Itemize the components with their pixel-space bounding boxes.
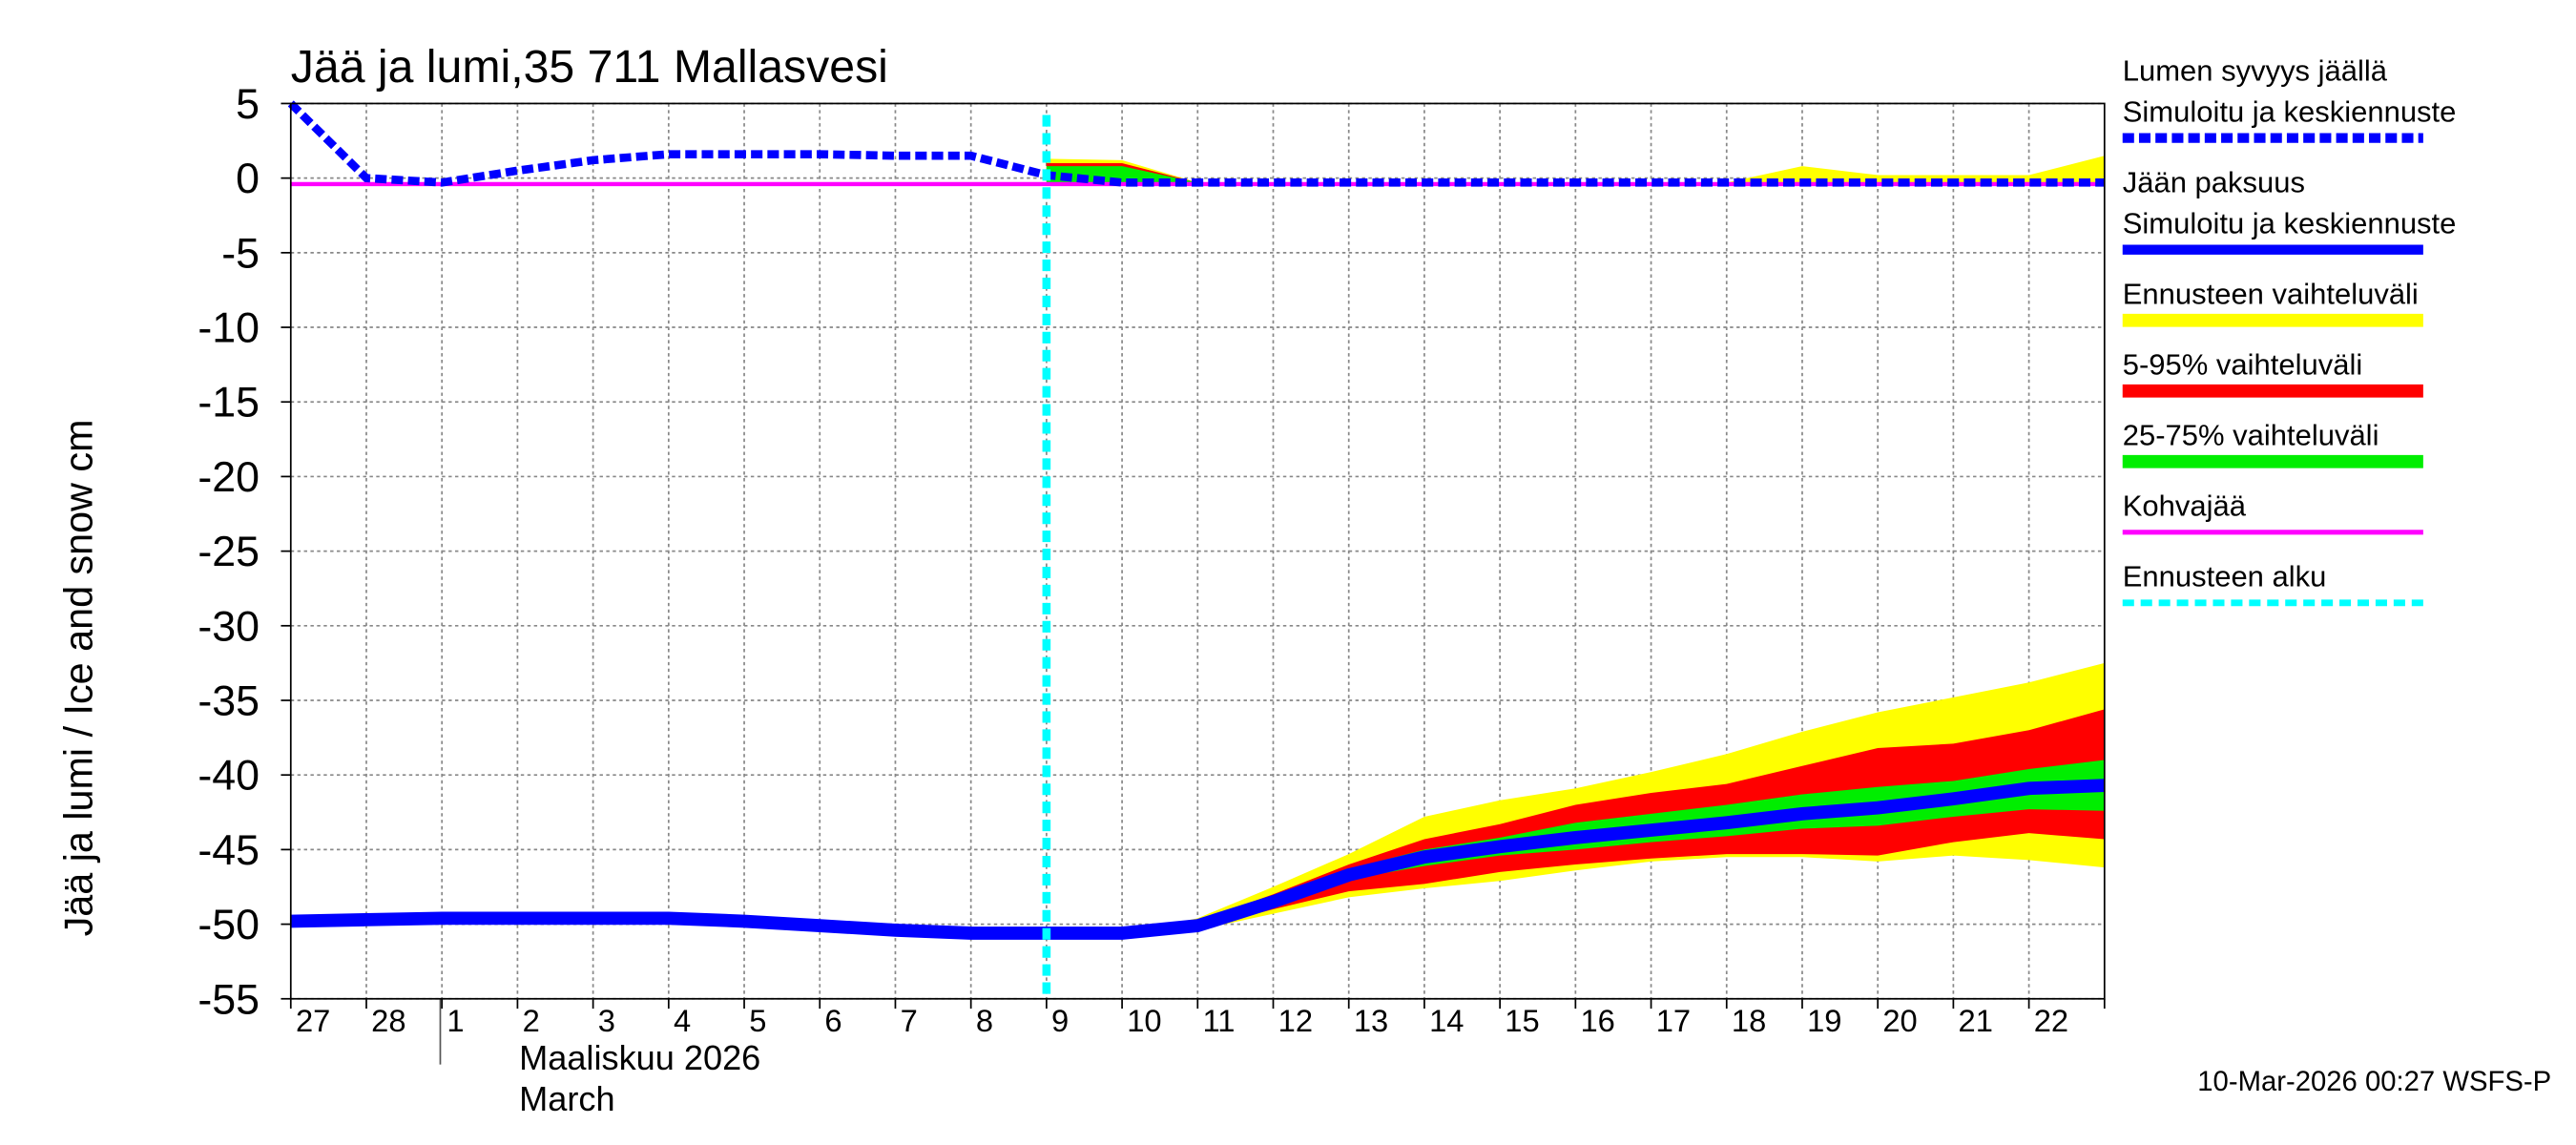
x-tick-label: 15 [1505, 1003, 1539, 1038]
x-tick-label: 22 [2034, 1003, 2068, 1038]
line [290, 779, 2106, 940]
x-tick-label: 9 [1051, 1003, 1069, 1038]
x-tick-label: 19 [1807, 1003, 1841, 1038]
x-tick-label: 27 [296, 1003, 330, 1038]
legend-label: Ennusteen alku [2123, 560, 2327, 593]
y-tick-label: -20 [197, 453, 260, 501]
band [1046, 156, 2105, 183]
y-axis-label: Jää ja lumi / Ice and snow cm [56, 420, 100, 937]
y-tick-label: 5 [236, 80, 260, 128]
x-tick-label: 10 [1127, 1003, 1161, 1038]
y-tick-label: -15 [197, 379, 260, 427]
x-tick-label: 18 [1732, 1003, 1766, 1038]
x-tick-label: 8 [976, 1003, 993, 1038]
x-tick-label: 4 [674, 1003, 691, 1038]
x-tick-label: 21 [1959, 1003, 1993, 1038]
band [1046, 709, 2105, 933]
month-label: March [519, 1079, 614, 1118]
y-tick-label: -55 [197, 975, 260, 1023]
x-tick-label: 1 [447, 1003, 464, 1038]
x-tick-label: 20 [1882, 1003, 1917, 1038]
y-tick-label: -25 [197, 528, 260, 575]
y-tick-label: -30 [197, 602, 260, 650]
x-tick-label: 17 [1656, 1003, 1691, 1038]
legend-label: Simuloitu ja keskiennuste [2123, 206, 2457, 239]
x-tick-label: 16 [1581, 1003, 1615, 1038]
y-tick-label: -5 [221, 229, 260, 277]
x-tick-label: 11 [1202, 1003, 1235, 1038]
y-tick-label: -40 [197, 752, 260, 800]
y-tick-label: -35 [197, 677, 260, 725]
legend-label: Simuloitu ja keskiennuste [2123, 94, 2457, 128]
line [287, 100, 2105, 187]
footer: 10-Mar-2026 00:27 WSFS-P [2197, 1067, 2551, 1097]
legend-group: Jään paksuus [2123, 165, 2305, 198]
month-label: Maaliskuu 2026 [519, 1038, 760, 1077]
y-tick-label: 0 [236, 155, 260, 202]
chart-title: Jää ja lumi,35 711 Mallasvesi [291, 41, 888, 93]
band [1046, 662, 2105, 933]
legend-label: Ennusteen vaihteluväli [2123, 278, 2419, 311]
x-tick-label: 2 [523, 1003, 540, 1038]
x-tick-label: 28 [371, 1003, 405, 1038]
legend-label: Kohvajää [2123, 489, 2247, 523]
y-tick-label: -10 [197, 304, 260, 352]
x-tick-label: 6 [824, 1003, 841, 1038]
legend-label: 25-75% vaihteluväli [2123, 419, 2379, 452]
x-tick-label: 14 [1429, 1003, 1464, 1038]
x-tick-label: 7 [901, 1003, 918, 1038]
x-tick-label: 12 [1278, 1003, 1313, 1038]
legend-group: Lumen syvyys jäällä [2123, 53, 2388, 87]
plot-frame [289, 102, 2106, 1000]
y-tick-label: -45 [197, 826, 260, 874]
legend-label: 5-95% vaihteluväli [2123, 348, 2362, 382]
y-tick-label: -50 [197, 901, 260, 948]
x-tick-label: 5 [749, 1003, 766, 1038]
x-tick-label: 13 [1354, 1003, 1388, 1038]
x-tick-label: 3 [598, 1003, 615, 1038]
